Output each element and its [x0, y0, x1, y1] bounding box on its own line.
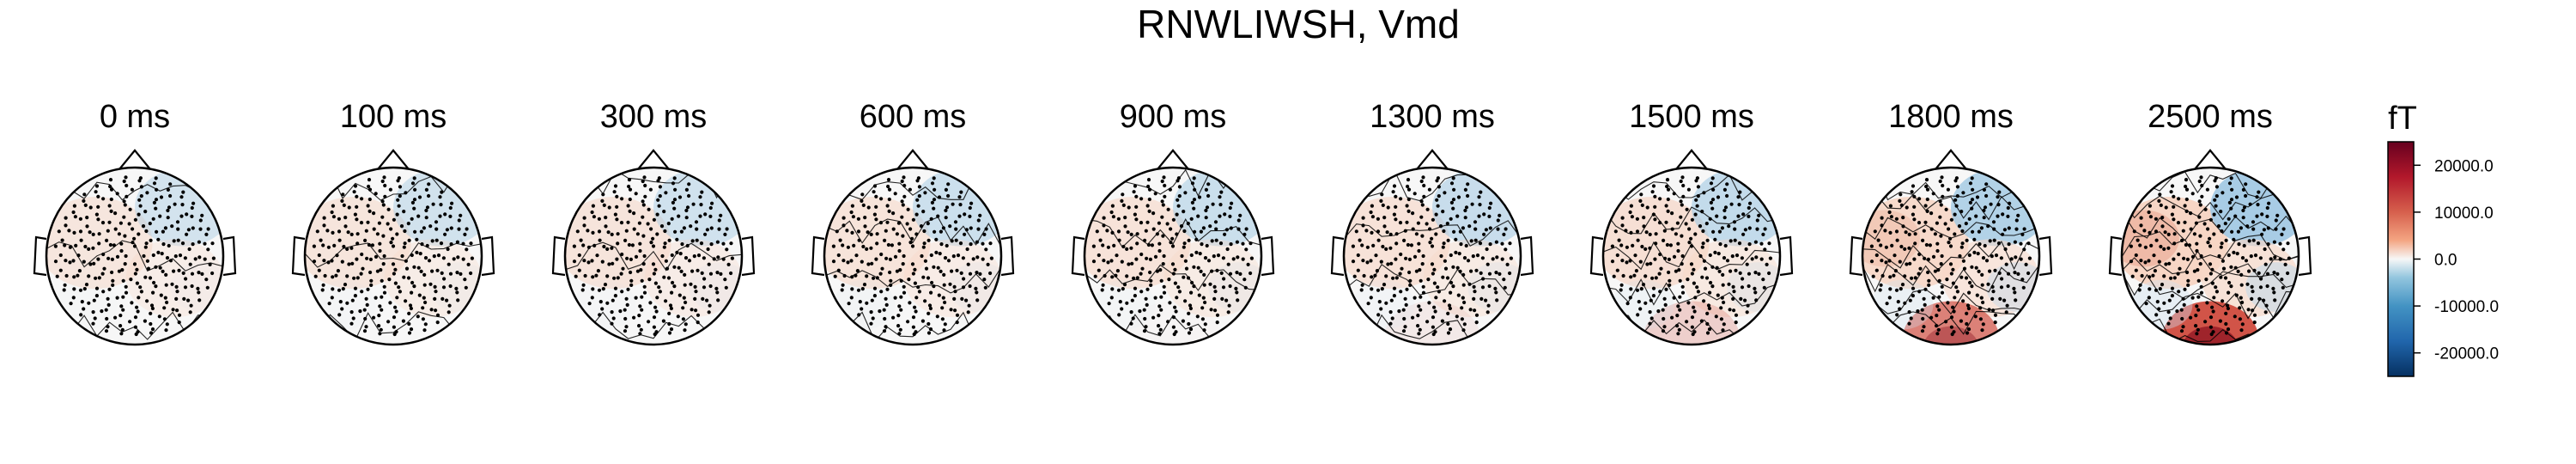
sensor-dots — [831, 175, 993, 337]
topomap-panel: 0 ms — [33, 99, 237, 346]
head-right-ear — [741, 235, 756, 277]
topomap-panel: 1800 ms — [1849, 99, 2053, 346]
contour-lines — [1862, 169, 2039, 335]
panel-time-label: 1300 ms — [1370, 99, 1495, 135]
head-outline — [823, 166, 1003, 346]
topomap-panel: 100 ms — [291, 99, 495, 346]
panel-time-label: 600 ms — [860, 99, 967, 135]
head-left-ear — [551, 235, 566, 277]
sensor-dots — [1091, 175, 1254, 337]
topomap-panel: 900 ms — [1071, 99, 1275, 346]
head-right-ear — [222, 235, 237, 277]
field-map — [305, 168, 482, 345]
colorbar-tick-label: 0.0 — [2434, 252, 2457, 270]
sensor-dots — [1869, 175, 2032, 337]
head-right-ear — [2038, 235, 2053, 277]
head-right-ear — [1520, 235, 1534, 277]
head-left-ear — [2108, 235, 2123, 277]
head-outline — [563, 166, 744, 346]
sensor-dots — [1610, 175, 1772, 337]
head-left-ear — [811, 235, 825, 277]
colorbar-gradient — [2387, 141, 2415, 377]
colorbar-tick-label: 10000.0 — [2434, 205, 2494, 223]
colorbar-unit: fT — [2388, 101, 2417, 137]
head-nose — [896, 149, 929, 170]
head-outline — [1342, 166, 1522, 346]
panel-time-label: 100 ms — [340, 99, 447, 135]
sensor-dots — [2129, 175, 2291, 337]
head-outline — [2120, 166, 2300, 346]
panel-time-label: 300 ms — [600, 99, 708, 135]
head-outline — [1083, 166, 1263, 346]
head-left-ear — [1589, 235, 1604, 277]
head-outline — [303, 166, 483, 346]
panel-time-label: 1500 ms — [1629, 99, 1754, 135]
head-nose — [1416, 149, 1449, 170]
head-nose — [118, 149, 151, 170]
head-nose — [1157, 149, 1189, 170]
head-right-ear — [481, 235, 495, 277]
head-outline — [45, 166, 225, 346]
head-left-ear — [1071, 235, 1085, 277]
colorbar-tick-label: -20000.0 — [2434, 345, 2499, 363]
topomap-panels: 0 ms 100 ms 300 ms 600 ms 900 ms 1300 ms 1500 … — [33, 99, 2312, 346]
sensor-dots — [572, 175, 735, 337]
head-nose — [1935, 149, 1967, 170]
figure-title: RNWLIWSH, Vmd — [1137, 2, 1460, 46]
topomap-panel: 2500 ms — [2108, 99, 2312, 346]
panel-time-label: 0 ms — [100, 99, 170, 135]
panel-time-label: 900 ms — [1120, 99, 1227, 135]
sensor-dots — [53, 175, 216, 337]
field-map — [46, 168, 223, 345]
field-map — [2122, 168, 2299, 345]
head-right-ear — [1000, 235, 1015, 277]
head-nose — [637, 149, 670, 170]
topomap-panel: 1500 ms — [1589, 99, 1794, 346]
colorbar-ticks: 20000.0 10000.0 0.0 -10000.0 -20000.0 — [2414, 157, 2499, 363]
head-left-ear — [1849, 235, 1863, 277]
head-right-ear — [1261, 235, 1275, 277]
field-map — [1344, 168, 1521, 345]
sensor-dots — [1351, 175, 1513, 337]
head-right-ear — [1779, 235, 1794, 277]
panel-time-label: 2500 ms — [2148, 99, 2273, 135]
head-left-ear — [33, 235, 47, 277]
head-left-ear — [1330, 235, 1345, 277]
head-right-ear — [2298, 235, 2312, 277]
colorbar-tick-label: 20000.0 — [2434, 157, 2494, 175]
head-outline — [1861, 166, 2041, 346]
colorbar: fT 20000.0 10000.0 0.0 -10000.0 -20000.0 — [2387, 101, 2499, 377]
colorbar-tick-label: -10000.0 — [2434, 298, 2499, 316]
head-nose — [377, 149, 410, 170]
panel-time-label: 1800 ms — [1888, 99, 2014, 135]
head-outline — [1601, 166, 1782, 346]
topomap-panel: 1300 ms — [1330, 99, 1534, 346]
head-left-ear — [291, 235, 306, 277]
topomap-panel: 300 ms — [551, 99, 756, 346]
topomap-panel: 600 ms — [811, 99, 1015, 346]
sensor-dots — [312, 175, 475, 337]
head-nose — [2194, 149, 2227, 170]
head-nose — [1675, 149, 1708, 170]
